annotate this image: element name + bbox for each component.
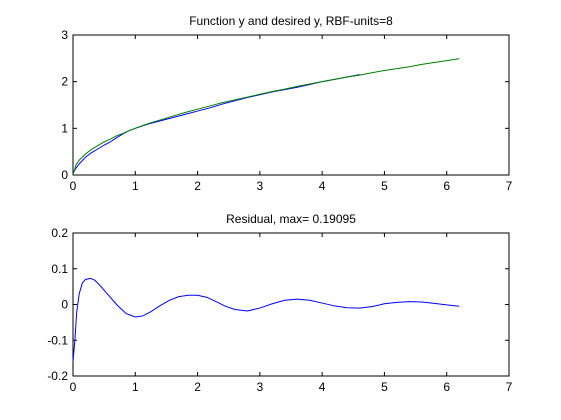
bottom-x-tick-label: 3 <box>257 380 264 394</box>
bottom-x-tick-label: 1 <box>132 380 139 394</box>
top-x-tick-label: 5 <box>381 179 388 193</box>
top-x-tick-label: 3 <box>257 179 264 193</box>
top-y-tick-label: 3 <box>61 28 68 42</box>
bottom-axes: Residual, max= 0.19095 0 1 2 3 4 5 6 7-0.2-0.10… <box>47 212 512 394</box>
bottom-x-tick-label: 7 <box>506 380 513 394</box>
top-y-tick-label: 2 <box>61 75 68 89</box>
bottom-y-tick-label: -0.1 <box>47 333 68 347</box>
top-x-tick-label: 6 <box>443 179 450 193</box>
top-chart-title: Function y and desired y, RBF-units=8 <box>189 14 393 28</box>
bottom-x-tick-label: 0 <box>70 380 77 394</box>
bottom-y-tick-label: 0.2 <box>51 226 68 240</box>
bottom-y-tick-label: 0 <box>61 298 68 312</box>
bottom-x-tick-label: 2 <box>194 380 201 394</box>
top-axes-box <box>72 34 510 176</box>
top-y-tick-label: 1 <box>61 121 68 135</box>
top-x-tick-label: 2 <box>194 179 201 193</box>
bottom-series <box>72 277 460 362</box>
top-x-tick-label: 1 <box>132 179 139 193</box>
top-series <box>72 58 460 176</box>
top-series-line-1 <box>72 58 460 176</box>
bottom-y-tick-label: 0.1 <box>51 262 68 276</box>
top-y-tick-label: 0 <box>61 168 68 182</box>
bottom-axes-box <box>72 232 510 377</box>
bottom-chart-title: Residual, max= 0.19095 <box>226 212 356 226</box>
bottom-y-tick-label: -0.2 <box>47 369 68 383</box>
bottom-ticks: 0 1 2 3 4 5 6 7 -0.2 -0.1 0 0.1 0.2 <box>47 226 512 394</box>
bottom-series-line-0 <box>72 277 460 362</box>
bottom-x-tick-label: 4 <box>319 380 326 394</box>
top-axes: Function y and desired y, RBF-units=8 0 1… <box>61 14 512 193</box>
top-x-tick-label: 4 <box>319 179 326 193</box>
top-series-line-0 <box>72 74 360 173</box>
bottom-x-tick-label: 5 <box>381 380 388 394</box>
top-x-tick-label: 7 <box>506 179 513 193</box>
top-x-tick-label: 0 <box>70 179 77 193</box>
bottom-x-tick-label: 6 <box>443 380 450 394</box>
top-ticks: 0 1 2 3 4 5 6 7 0 1 2 3 <box>61 28 512 193</box>
